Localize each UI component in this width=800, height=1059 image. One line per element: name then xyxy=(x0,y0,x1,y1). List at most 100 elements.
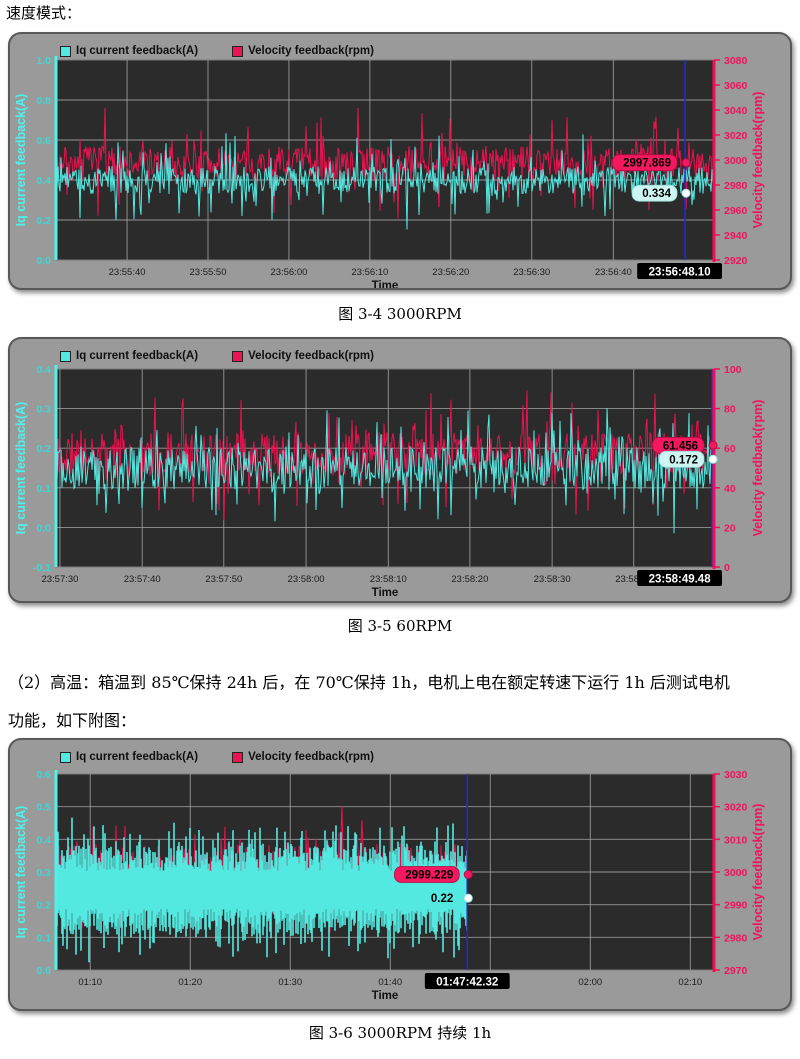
svg-text:0.334: 0.334 xyxy=(642,188,671,200)
svg-text:0.3: 0.3 xyxy=(36,867,51,879)
x-axis-title: Time xyxy=(372,587,399,599)
svg-text:0.172: 0.172 xyxy=(669,454,698,466)
legend-swatch-red-icon xyxy=(232,751,244,763)
left-axis-title: Iq current feedback(A) xyxy=(14,94,28,227)
left-axis-ticks: 0.0 0.2 0.4 0.6 0.8 1.0 xyxy=(36,55,51,267)
right-axis-ticks: 2920 2940 2960 2980 3000 3020 3040 3060 3080 xyxy=(714,55,748,267)
svg-text:01:30: 01:30 xyxy=(278,977,302,988)
left-axis-title: Iq current feedback(A) xyxy=(14,402,28,535)
legend-label: Iq current feedback(A) xyxy=(76,751,199,763)
svg-text:2997.869: 2997.869 xyxy=(623,158,671,170)
svg-text:100: 100 xyxy=(724,364,742,376)
svg-text:3020: 3020 xyxy=(724,130,748,142)
svg-text:0.1: 0.1 xyxy=(36,932,51,944)
time-cursor-label: 01:47:42.32 xyxy=(424,973,510,989)
legend-swatch-red-icon xyxy=(232,350,244,362)
svg-text:0.22: 0.22 xyxy=(431,893,453,905)
right-axis-title: Velocity feedback(rpm) xyxy=(751,92,765,229)
right-axis-ticks: 2970 2980 2990 3000 3010 3020 3030 xyxy=(714,769,748,977)
left-axis-title: Iq current feedback(A) xyxy=(14,806,28,939)
time-cursor-label: 23:56:48.10 xyxy=(637,263,722,279)
svg-text:0.0: 0.0 xyxy=(36,522,51,534)
figure-chart-3000rpm-1h: Iq current feedback(A) Velocity feedback(… xyxy=(8,738,792,1011)
svg-text:02:10: 02:10 xyxy=(678,977,702,988)
x-axis-ticks: 23:55:40 23:55:50 23:56:00 23:56:10 23:56:20… xyxy=(109,267,632,278)
legend-label: Velocity feedback(rpm) xyxy=(248,45,374,57)
figure-caption-3-5: 图 3-5 60RPM xyxy=(347,617,453,635)
x-axis-ticks: 23:57:30 23:57:40 23:57:50 23:58:00 23:58:10… xyxy=(41,574,652,585)
right-axis-title: Velocity feedback(rpm) xyxy=(751,804,765,941)
svg-text:3060: 3060 xyxy=(724,80,748,92)
svg-text:0.4: 0.4 xyxy=(36,834,51,846)
svg-text:0.4: 0.4 xyxy=(36,175,51,187)
svg-text:01:10: 01:10 xyxy=(78,977,102,988)
svg-text:23:56:00: 23:56:00 xyxy=(270,267,307,278)
svg-text:23:56:48.10: 23:56:48.10 xyxy=(649,267,711,279)
svg-text:2980: 2980 xyxy=(724,180,748,192)
svg-text:0.1: 0.1 xyxy=(36,483,51,495)
svg-text:3030: 3030 xyxy=(724,769,748,781)
right-axis-ticks: 0 20 40 60 80 100 xyxy=(714,364,742,574)
gridlines xyxy=(56,60,714,260)
svg-text:0.3: 0.3 xyxy=(36,404,51,416)
chart-canvas: 0.0 0.1 0.2 0.3 0.4 0.5 0.6 2970 2980 2990 3000 301… xyxy=(14,769,765,1002)
chart-legend: Iq current feedback(A) Velocity feedback(… xyxy=(60,350,374,362)
svg-text:23:56:40: 23:56:40 xyxy=(595,267,632,278)
svg-text:0.2: 0.2 xyxy=(36,215,51,227)
svg-text:61.456: 61.456 xyxy=(663,440,698,452)
legend-label: Iq current feedback(A) xyxy=(76,45,199,57)
svg-text:0.0: 0.0 xyxy=(36,255,51,267)
svg-text:3000: 3000 xyxy=(724,155,748,167)
svg-text:0: 0 xyxy=(724,562,730,574)
legend-item: Iq current feedback(A) xyxy=(60,751,198,763)
legend-swatch-cyan-icon xyxy=(60,45,71,57)
svg-text:0.2: 0.2 xyxy=(36,443,51,455)
paragraph-line-1: （2）高温：箱温到 85℃保持 24h 后，在 70℃保持 1h，电机上电在额定… xyxy=(8,673,730,692)
left-axis-ticks: -0.1 0.0 0.1 0.2 0.3 0.4 xyxy=(33,364,51,574)
figure-chart-3000rpm: Iq current feedback(A) Velocity feedback(… xyxy=(8,32,792,290)
svg-text:2990: 2990 xyxy=(724,900,748,912)
figure-caption-3-4: 图 3-4 3000RPM xyxy=(338,305,462,323)
cursor-value-label-velocity: 2999.229 xyxy=(394,866,473,883)
legend-item: Iq current feedback(A) xyxy=(60,45,198,57)
svg-text:01:20: 01:20 xyxy=(178,977,202,988)
legend-item: Velocity feedback(rpm) xyxy=(232,751,374,763)
svg-text:23:56:10: 23:56:10 xyxy=(351,267,388,278)
svg-text:2920: 2920 xyxy=(724,255,748,267)
svg-text:01:40: 01:40 xyxy=(378,977,402,988)
svg-text:23:58:20: 23:58:20 xyxy=(451,574,488,585)
svg-text:23:58:49.48: 23:58:49.48 xyxy=(649,574,712,586)
svg-text:23:58:30: 23:58:30 xyxy=(534,574,571,585)
cursor-value-label-iq-current: 0.22 xyxy=(431,893,473,905)
svg-text:2940: 2940 xyxy=(724,230,748,242)
x-axis-title: Time xyxy=(372,990,399,1002)
chart-legend: Iq current feedback(A) Velocity feedback(… xyxy=(60,751,374,763)
svg-text:-0.1: -0.1 xyxy=(33,562,51,574)
svg-text:80: 80 xyxy=(724,404,736,416)
legend-item: Iq current feedback(A) xyxy=(60,350,198,362)
intro-text: 速度模式： xyxy=(6,4,82,22)
svg-text:23:57:40: 23:57:40 xyxy=(124,574,161,585)
svg-text:2980: 2980 xyxy=(724,932,748,944)
svg-text:3080: 3080 xyxy=(724,55,748,67)
svg-text:3020: 3020 xyxy=(724,802,748,814)
body-paragraph: （2）高温：箱温到 85℃保持 24h 后，在 70℃保持 1h，电机上电在额定… xyxy=(8,664,794,740)
time-cursor-label: 23:58:49.48 xyxy=(637,570,722,586)
svg-text:1.0: 1.0 xyxy=(36,55,51,67)
cursor-value-label-velocity: 61.456 xyxy=(652,436,718,454)
svg-text:0.4: 0.4 xyxy=(36,364,51,376)
x-axis-ticks: 01:10 01:20 01:30 01:40 02:00 02:10 xyxy=(78,977,702,988)
series-path-iq-current xyxy=(55,407,715,534)
figure-chart-60rpm: Iq current feedback(A) Velocity feedback(… xyxy=(8,337,792,603)
svg-text:0.5: 0.5 xyxy=(36,802,51,814)
legend-label: Iq current feedback(A) xyxy=(76,350,199,362)
svg-text:3010: 3010 xyxy=(724,834,748,846)
chart-legend: Iq current feedback(A) Velocity feedback(… xyxy=(60,45,374,57)
cursor-value-label-iq-current: 0.172 xyxy=(658,450,718,468)
svg-text:23:55:50: 23:55:50 xyxy=(190,267,227,278)
paragraph-line-2: 功能，如下附图： xyxy=(8,711,137,730)
series-path-iq-current xyxy=(55,133,715,230)
chart-canvas: 0.0 0.2 0.4 0.6 0.8 1.0 2920 2940 2960 2980 3000 30… xyxy=(14,55,765,288)
svg-text:0.0: 0.0 xyxy=(36,965,51,977)
svg-text:2999.229: 2999.229 xyxy=(405,870,453,882)
